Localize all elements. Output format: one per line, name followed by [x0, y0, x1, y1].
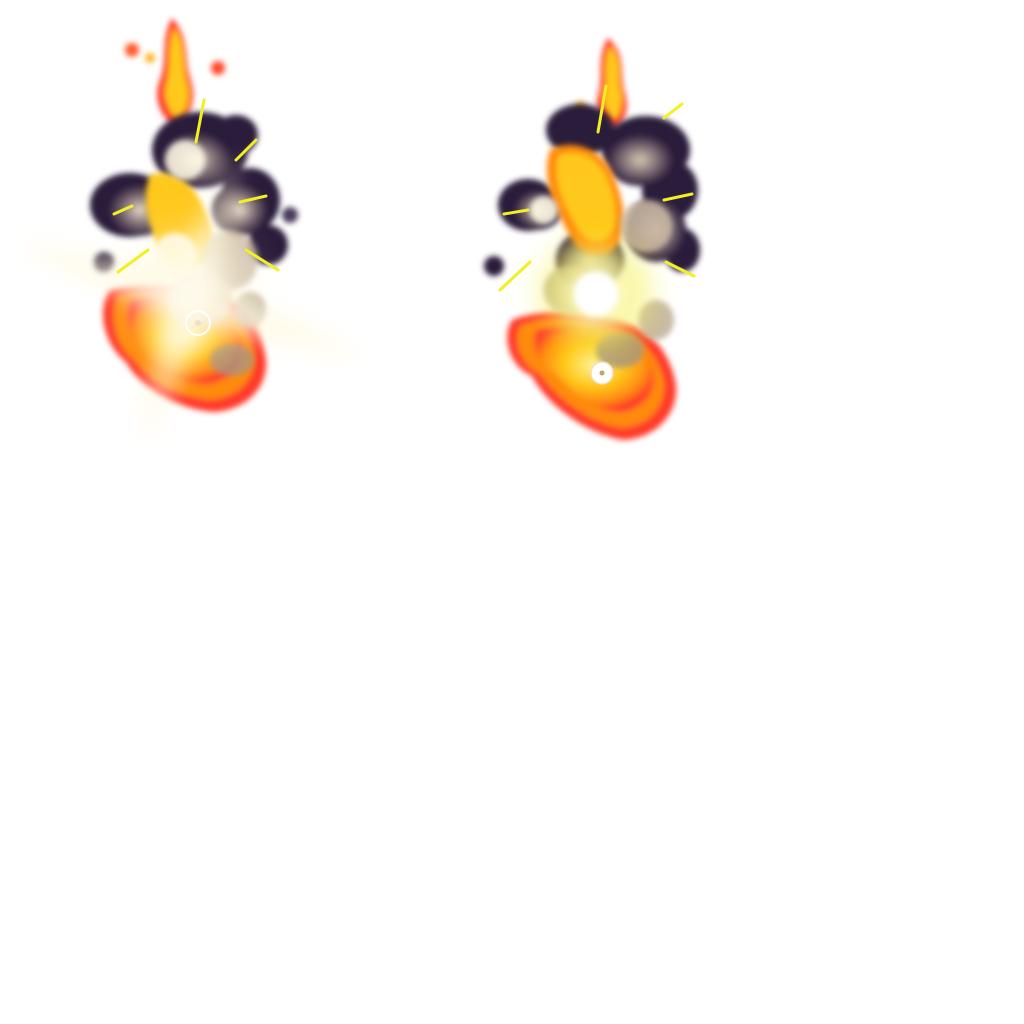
- explosion-frame-1: [0, 0, 371, 520]
- sparks: [498, 84, 696, 292]
- explosion-frame-2-graphic: [484, 38, 700, 440]
- explosion-frame-1-graphic: [9, 18, 371, 453]
- flame-tongue: [125, 18, 225, 128]
- core-flash: [530, 196, 656, 385]
- fire-column: [546, 144, 625, 256]
- sparks: [112, 98, 280, 274]
- lens-flash: [9, 140, 371, 453]
- explosion-frame-2: [420, 0, 780, 520]
